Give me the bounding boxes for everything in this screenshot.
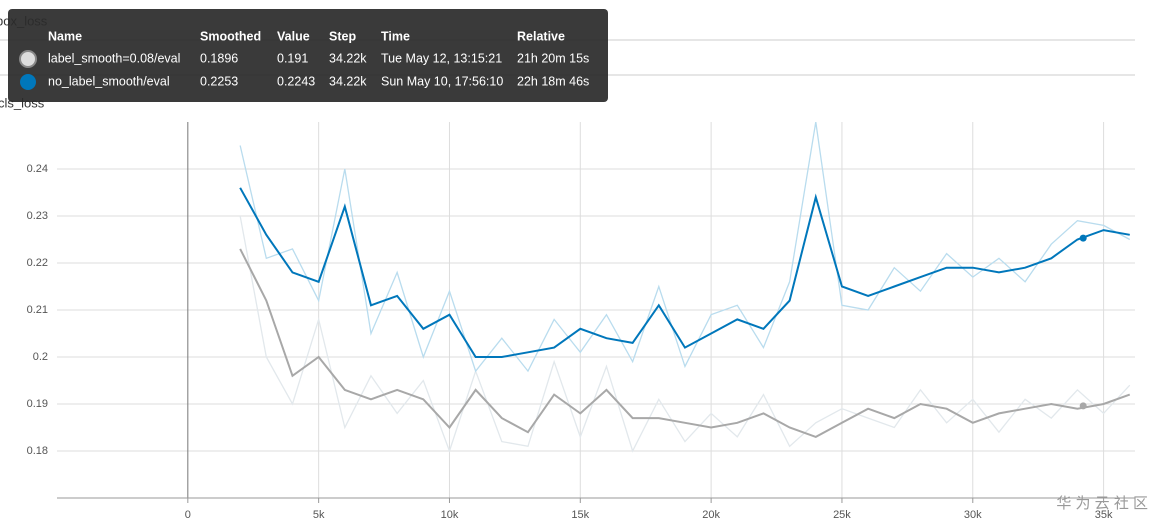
y-tick-label: 0.19 (27, 398, 48, 410)
series-swatch (20, 74, 36, 90)
tooltip: Name Smoothed Value Step Time Relative label_s… (8, 9, 608, 102)
tooltip-header: Step (329, 29, 356, 43)
smoothed: 0.2253 (200, 74, 238, 88)
tooltip-header: Value (277, 29, 310, 43)
y-tick-label: 0.2 (33, 351, 48, 363)
y-tick-label: 0.22 (27, 257, 48, 269)
y-tick-label: 0.21 (27, 304, 48, 316)
step: 34.22k (329, 74, 367, 88)
smoothed-line (239, 248, 1131, 438)
highlight-point (1079, 402, 1087, 410)
x-tick-label: 25k (833, 509, 851, 521)
smoothed: 0.1896 (200, 51, 238, 65)
watermark: 华 为 云 社 区 (1056, 495, 1148, 512)
relative: 21h 20m 15s (517, 51, 589, 65)
tooltip-header: Name (48, 29, 82, 43)
x-tick-label: 10k (441, 509, 459, 521)
x-tick-label: 5k (313, 509, 325, 521)
x-tick-label: 15k (571, 509, 589, 521)
x-tick-label: 0 (185, 509, 191, 521)
highlight-point (1079, 234, 1087, 242)
raw-line (239, 215, 1131, 453)
raw-line (239, 122, 1131, 373)
x-tick-label: 35k (1095, 509, 1113, 521)
smoothed-line (239, 187, 1130, 358)
series-swatch (19, 50, 37, 68)
series-name: no_label_smooth/eval (48, 74, 170, 88)
relative: 22h 18m 46s (517, 74, 589, 88)
y-tick-label: 0.24 (27, 163, 48, 175)
time: Sun May 10, 17:56:10 (381, 74, 503, 88)
y-tick-label: 0.18 (27, 445, 48, 457)
x-tick-label: 30k (964, 509, 982, 521)
step: 34.22k (329, 51, 367, 65)
tooltip-header: Relative (517, 29, 565, 43)
value: 0.2243 (277, 74, 315, 88)
value: 0.191 (277, 51, 308, 65)
series-name: label_smooth=0.08/eval (48, 51, 180, 65)
tooltip-header: Time (381, 29, 410, 43)
x-tick-label: 20k (702, 509, 720, 521)
tooltip-header: Smoothed (200, 29, 261, 43)
tooltip-box (8, 9, 608, 102)
y-tick-label: 0.23 (27, 210, 48, 222)
time: Tue May 12, 13:15:21 (381, 51, 502, 65)
